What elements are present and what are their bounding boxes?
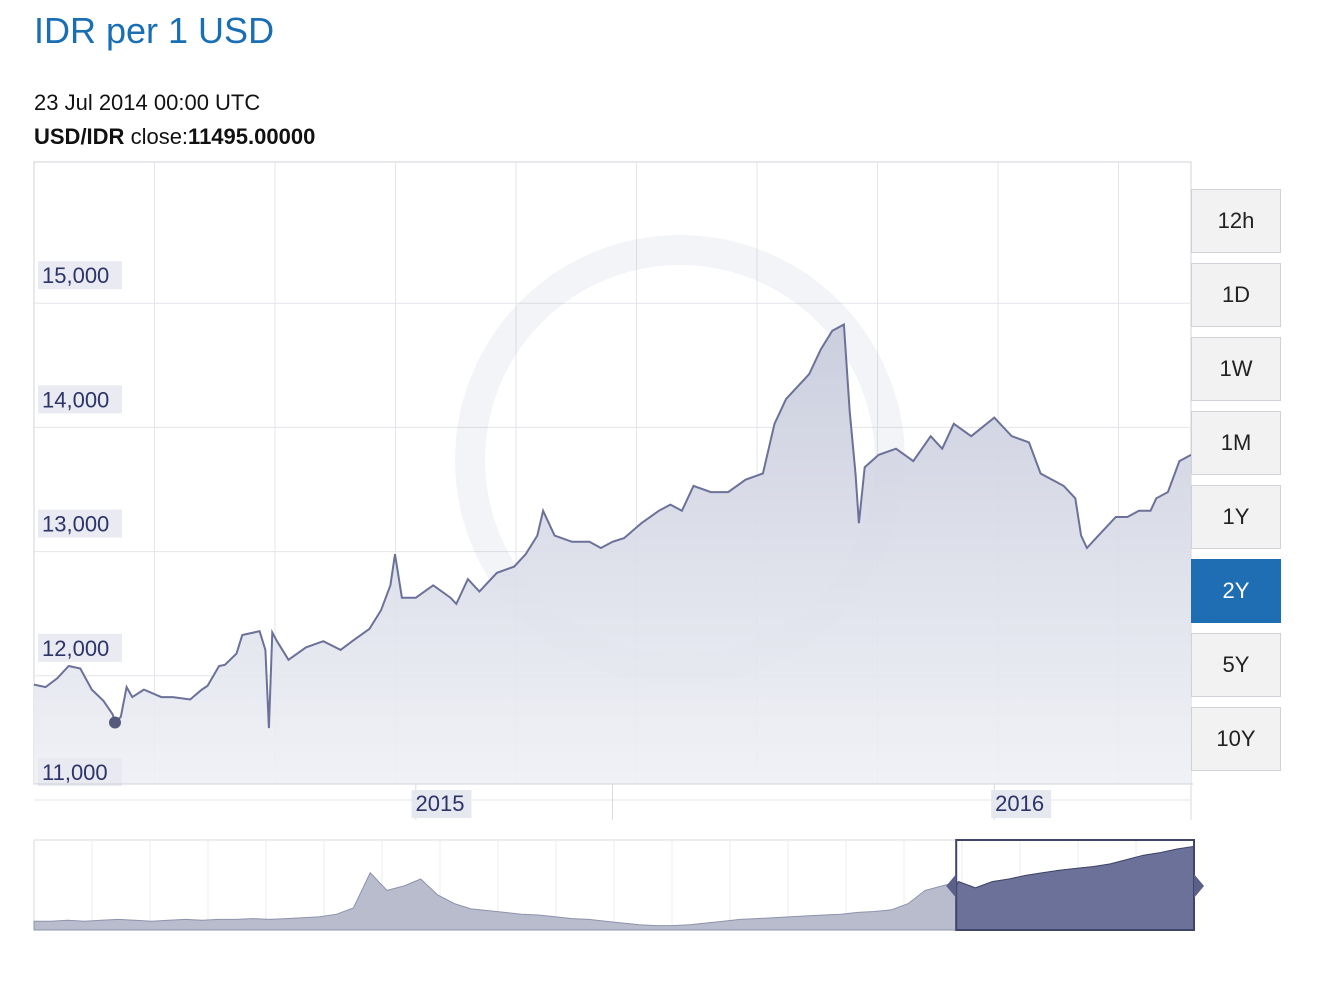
x-tick-label: 2016 bbox=[995, 791, 1044, 816]
close-label: close: bbox=[124, 124, 189, 149]
range-selector: 12h 1D 1W 1M 1Y 2Y 5Y 10Y bbox=[1191, 189, 1283, 781]
tooltip-date: 23 Jul 2014 00:00 UTC bbox=[34, 90, 261, 115]
rate-area bbox=[34, 324, 1191, 784]
y-tick-label: 15,000 bbox=[42, 263, 109, 288]
range-button-10y[interactable]: 10Y bbox=[1191, 707, 1281, 771]
y-tick-bg bbox=[38, 758, 122, 786]
y-tick-bg bbox=[38, 385, 122, 414]
y-tick-label: 13,000 bbox=[42, 512, 109, 537]
y-tick-label: 11,000 bbox=[42, 760, 108, 785]
y-tick-label: 12,000 bbox=[42, 636, 109, 661]
highlight-point bbox=[108, 716, 121, 729]
close-value: 11495.00000 bbox=[188, 124, 316, 149]
pair-label: USD/IDR bbox=[34, 124, 125, 149]
navigator-right-handle[interactable] bbox=[1194, 874, 1204, 898]
y-tick-bg bbox=[38, 261, 122, 290]
x-axis: 2015 2016 bbox=[34, 783, 1193, 820]
range-button-5y[interactable]: 5Y bbox=[1191, 633, 1281, 697]
y-tick-bg bbox=[38, 509, 122, 538]
x-tick-bg bbox=[991, 790, 1052, 818]
range-button-1d[interactable]: 1D bbox=[1191, 263, 1281, 327]
y-axis: 15,000 14,000 13,000 12,000 11,000 bbox=[38, 261, 122, 786]
navigator[interactable] bbox=[33, 839, 1204, 931]
range-button-1y[interactable]: 1Y bbox=[1191, 485, 1281, 549]
page-title: IDR per 1 USD bbox=[34, 10, 275, 51]
range-button-1w[interactable]: 1W bbox=[1191, 337, 1281, 401]
navigator-left-handle[interactable] bbox=[946, 874, 957, 898]
y-tick-label: 14,000 bbox=[42, 387, 109, 412]
range-button-12h[interactable]: 12h bbox=[1191, 189, 1281, 253]
rate-line bbox=[33, 322, 1192, 729]
x-tick-bg bbox=[411, 790, 472, 818]
x-tick-label: 2015 bbox=[415, 791, 464, 816]
tooltip-close: USD/IDR close:11495.00000 bbox=[34, 124, 315, 150]
y-tick-bg bbox=[38, 633, 122, 662]
range-button-2y[interactable]: 2Y bbox=[1191, 559, 1281, 623]
range-button-1m[interactable]: 1M bbox=[1191, 411, 1281, 475]
